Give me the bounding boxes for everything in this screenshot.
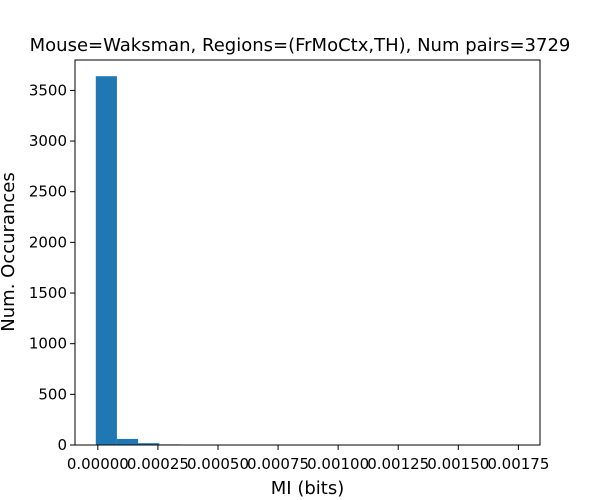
histogram-bar [138, 443, 160, 445]
y-tick-label: 2500 [29, 183, 67, 201]
histogram-bar [116, 438, 139, 445]
y-axis-label: Num. Occurances [0, 172, 19, 331]
y-tick-label: 3000 [29, 132, 67, 150]
y-tick-label: 2000 [29, 233, 67, 251]
x-tick-label: 0.00150 [427, 455, 489, 473]
x-tick-label: 0.00175 [487, 455, 549, 473]
bars-group [95, 76, 519, 446]
x-axis-ticks: 0.000000.000250.000500.000750.001000.001… [67, 445, 549, 473]
y-tick-label: 0 [57, 436, 67, 454]
chart-title: Mouse=Waksman, Regions=(FrMoCtx,TH), Num… [30, 35, 571, 56]
x-tick-label: 0.00025 [127, 455, 189, 473]
x-axis-label: MI (bits) [271, 478, 344, 499]
x-tick-label: 0.00100 [307, 455, 369, 473]
histogram-bar [95, 76, 117, 446]
y-tick-label: 1000 [29, 335, 67, 353]
x-tick-label: 0.00050 [187, 455, 249, 473]
y-tick-label: 3500 [29, 81, 67, 99]
x-tick-label: 0.00075 [247, 455, 309, 473]
plot-frame [74, 59, 541, 446]
x-tick-label: 0.00000 [67, 455, 129, 473]
x-tick-label: 0.00125 [367, 455, 429, 473]
y-tick-label: 500 [38, 385, 67, 403]
y-tick-label: 1500 [29, 284, 67, 302]
y-axis-ticks: 0 500 1000 1500 2000 2500 3000 3500 [29, 81, 75, 454]
